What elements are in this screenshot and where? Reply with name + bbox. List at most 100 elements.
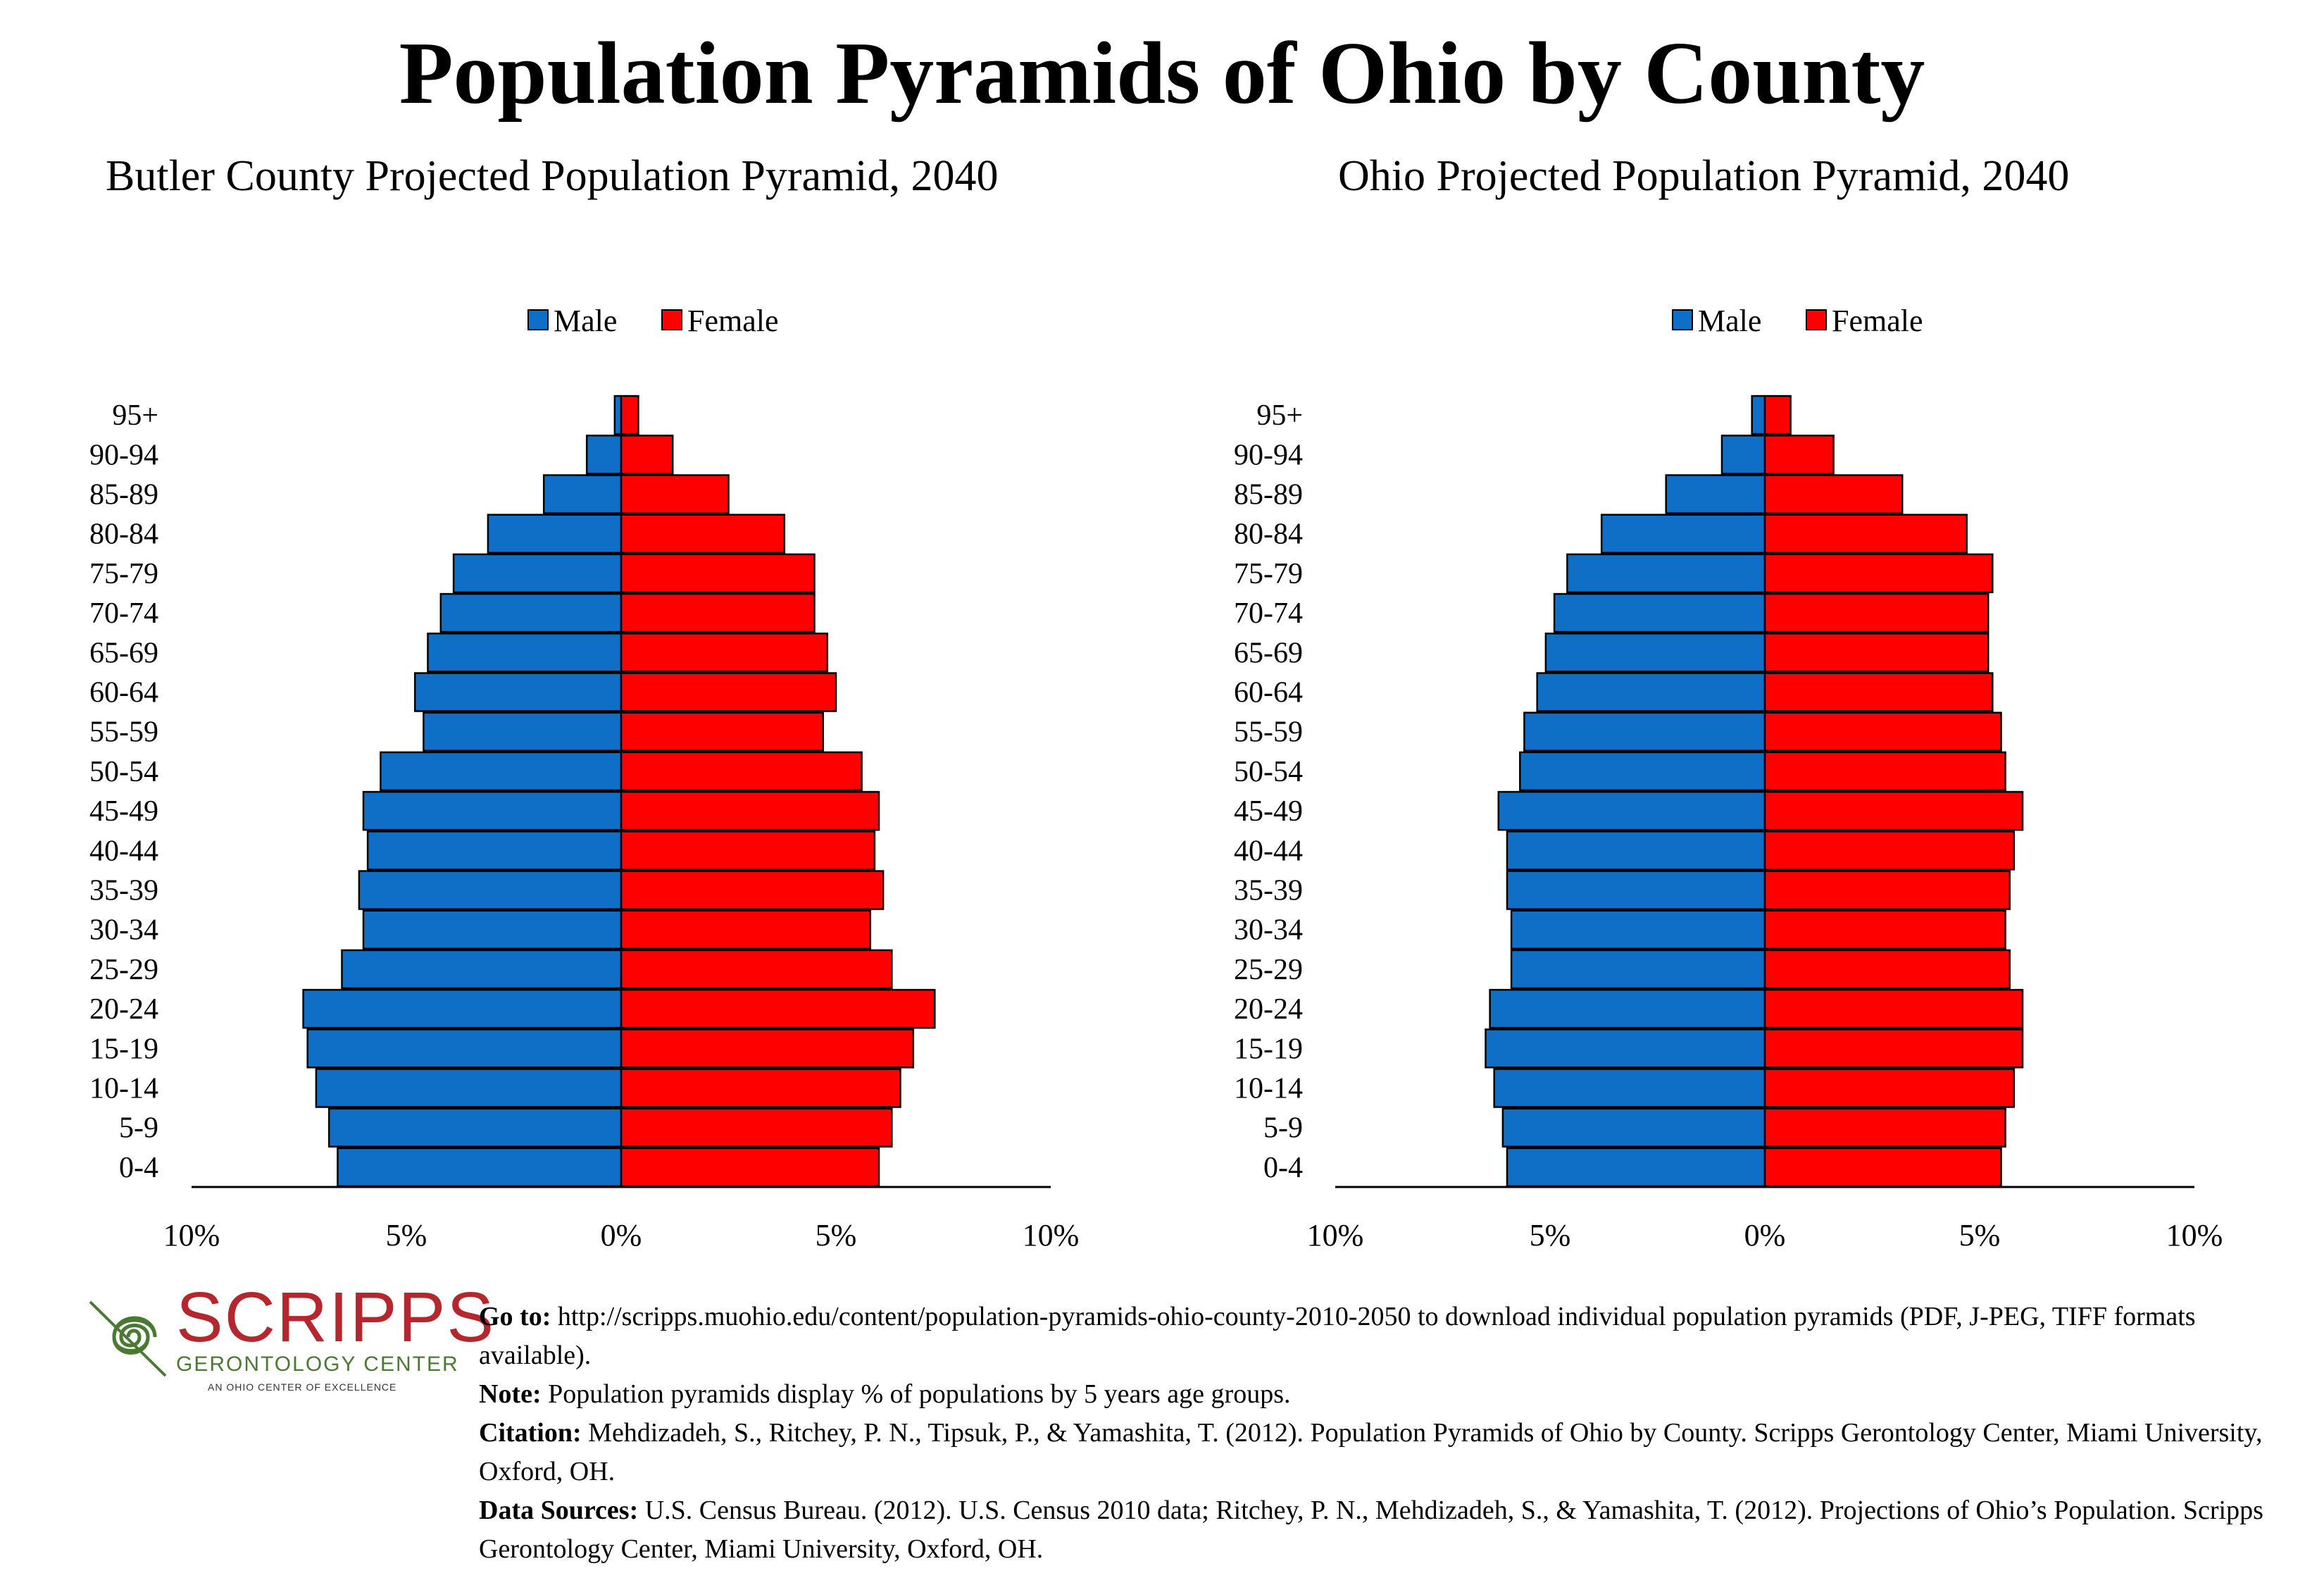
- legend-female-label: Female: [687, 304, 779, 338]
- bar-male: [423, 711, 623, 752]
- age-group-label: 70-74: [1234, 597, 1303, 630]
- bar-female: [1763, 870, 2011, 910]
- bar-female: [620, 672, 837, 712]
- bar-female: [1763, 831, 2016, 871]
- x-tick-label: 0%: [1744, 1218, 1786, 1253]
- bar-female: [620, 870, 885, 910]
- spiral-logo-icon: [89, 1300, 167, 1377]
- bar-male: [362, 909, 623, 950]
- legend-female-label: Female: [1832, 304, 1923, 338]
- bar-male: [1497, 790, 1766, 831]
- x-tick-label: 10%: [163, 1218, 220, 1253]
- bar-male: [315, 1068, 623, 1108]
- bar-male: [439, 592, 623, 633]
- age-group-label: 30-34: [1234, 914, 1303, 947]
- notes-block: Go to: http://scripps.muohio.edu/content…: [479, 1298, 2310, 1569]
- age-group-label: 50-54: [89, 756, 158, 788]
- age-group-label: 95+: [112, 399, 158, 432]
- age-group-label: 5-9: [1263, 1112, 1303, 1145]
- bar-male: [585, 435, 623, 475]
- age-group-label: 20-24: [1234, 993, 1303, 1026]
- age-group-label: 90-94: [89, 439, 158, 471]
- bar-male: [1510, 949, 1766, 990]
- bar-female: [620, 1107, 893, 1148]
- age-group-label: 80-84: [1234, 518, 1303, 551]
- bar-male: [613, 394, 623, 435]
- x-tick-label: 5%: [816, 1218, 857, 1253]
- bar-male: [1600, 514, 1766, 554]
- bar-male: [413, 672, 623, 712]
- age-group-label: 75-79: [1234, 558, 1303, 590]
- age-group-label: 50-54: [1234, 756, 1303, 788]
- x-tick-label: 10%: [1307, 1218, 1364, 1253]
- bar-female: [1763, 711, 2002, 752]
- bar-male: [1510, 909, 1766, 950]
- age-group-label: 35-39: [1234, 875, 1303, 907]
- bar-male: [542, 474, 623, 514]
- bar-female: [620, 988, 936, 1029]
- bar-male: [380, 751, 623, 792]
- age-group-label: 90-94: [1234, 439, 1303, 471]
- bar-female: [1763, 435, 1835, 475]
- bar-female: [1763, 672, 1994, 712]
- age-group-label: 15-19: [89, 1033, 158, 1065]
- bar-male: [366, 831, 623, 871]
- x-tick-label: 5%: [1530, 1218, 1571, 1253]
- bar-male: [1566, 553, 1766, 594]
- bar-female: [1763, 988, 2024, 1029]
- legend-male-swatch: [527, 309, 549, 330]
- bar-male: [1519, 751, 1766, 792]
- age-group-label: 15-19: [1234, 1033, 1303, 1065]
- note-data-sources: Data Sources: U.S. Census Bureau. (2012)…: [479, 1496, 2263, 1564]
- bar-male: [1506, 870, 1766, 910]
- bar-male: [1751, 394, 1766, 435]
- x-tick-label: 0%: [601, 1218, 642, 1253]
- bar-female: [620, 831, 876, 871]
- bar-female: [1763, 474, 1904, 514]
- bar-male: [452, 553, 623, 594]
- bar-female: [620, 474, 730, 514]
- bar-male: [337, 1147, 623, 1188]
- age-group-label: 10-14: [89, 1073, 158, 1105]
- chart-title: Butler County Projected Population Pyram…: [106, 152, 998, 200]
- bar-female: [620, 553, 816, 594]
- bar-female: [1763, 633, 1989, 673]
- bar-female: [620, 1028, 915, 1069]
- age-group-label: 60-64: [1234, 677, 1303, 709]
- age-group-label: 10-14: [1234, 1073, 1303, 1105]
- age-group-label: 95+: [1256, 399, 1303, 432]
- bar-male: [1493, 1068, 1766, 1108]
- bar-male: [327, 1107, 623, 1148]
- bar-female: [620, 514, 786, 554]
- age-group-label: 85-89: [89, 479, 158, 511]
- bar-female: [620, 592, 816, 633]
- bar-male: [358, 870, 623, 910]
- chart-title: Ohio Projected Population Pyramid, 2040: [1338, 152, 2069, 200]
- x-tick-label: 10%: [2166, 1218, 2223, 1253]
- bar-male: [487, 514, 623, 554]
- bar-female: [1763, 949, 2011, 990]
- bar-male: [1485, 1028, 1766, 1069]
- bar-female: [620, 633, 829, 673]
- age-group-label: 85-89: [1234, 479, 1303, 511]
- legend-female-swatch: [661, 309, 682, 330]
- bar-male: [1523, 711, 1766, 752]
- scripps-logo: SCRIPPS GERONTOLOGY CENTER AN OHIO CENTE…: [85, 1282, 494, 1402]
- logo-name: SCRIPPS: [176, 1278, 496, 1357]
- bar-female: [620, 1147, 880, 1188]
- bar-male: [1506, 1147, 1766, 1188]
- logo-tagline: AN OHIO CENTER OF EXCELLENCE: [208, 1381, 397, 1393]
- page-title: Population Pyramids of Ohio by County: [399, 25, 1925, 123]
- bar-male: [1553, 592, 1766, 633]
- bar-male: [1489, 988, 1766, 1029]
- age-group-label: 65-69: [89, 637, 158, 669]
- x-tick-label: 5%: [386, 1218, 427, 1253]
- logo-subtitle: GERONTOLOGY CENTER: [176, 1353, 459, 1376]
- bar-female: [620, 790, 880, 831]
- bar-female: [1763, 1028, 2024, 1069]
- bar-female: [1763, 1068, 2016, 1108]
- x-tick-label: 10%: [1023, 1218, 1080, 1253]
- age-group-label: 45-49: [1234, 795, 1303, 828]
- bar-female: [1763, 514, 1968, 554]
- bar-female: [620, 909, 872, 950]
